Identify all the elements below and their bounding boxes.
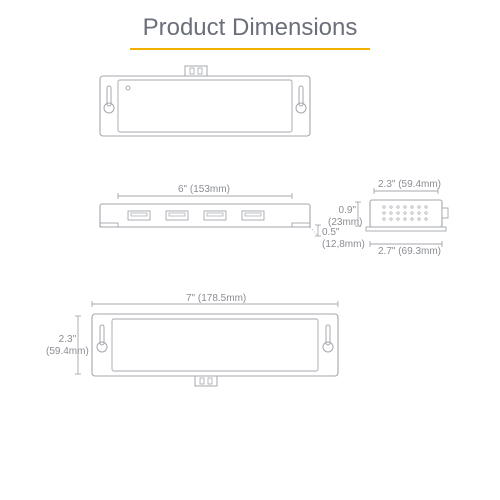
dim-bottom-height: 2.3"(59.4mm) xyxy=(46,334,89,358)
dim-bottom-width: 7" (178.5mm) xyxy=(186,293,246,305)
dim-front-depth: 0.5"(12,8mm) xyxy=(322,227,365,251)
dim-side-right: 0.9"(23mm) xyxy=(328,205,356,229)
dim-side-top: 2.3" (59.4mm) xyxy=(378,179,441,191)
dim-side-bottom: 2.7" (69.3mm) xyxy=(378,246,441,258)
dim-front-width: 6" (153mm) xyxy=(178,184,230,196)
